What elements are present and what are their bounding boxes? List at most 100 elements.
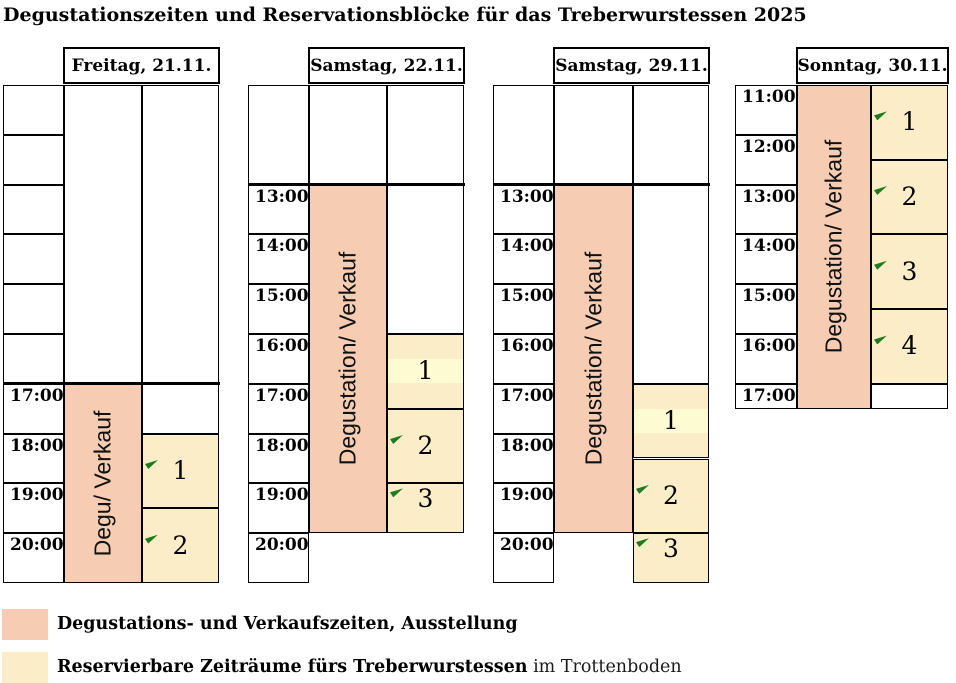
empty-reservation-slot — [871, 383, 948, 409]
time-cell: 15:00 — [248, 284, 309, 334]
flag-triangle-icon — [874, 111, 887, 121]
time-cell: 13:00 — [248, 184, 309, 235]
day-header-1: Samstag, 22.11. — [308, 47, 465, 84]
block-number: 3 — [901, 256, 918, 286]
time-label: 11:00 — [742, 87, 796, 107]
time-cell — [3, 134, 64, 185]
time-cell: 13:00 — [735, 184, 797, 235]
bold-hour-line — [3, 382, 220, 386]
tasting-block-label: Degustation/ Verkauf — [580, 252, 606, 466]
reservation-block: 2 — [142, 508, 219, 583]
reservation-block: 1 — [871, 85, 948, 160]
time-label: 18:00 — [10, 435, 64, 456]
time-cell: 15:00 — [493, 284, 554, 334]
flag-triangle-icon — [390, 435, 403, 445]
time-label: 16:00 — [255, 336, 309, 356]
reservation-block: 1 — [633, 383, 709, 459]
flag-triangle-icon — [145, 534, 158, 544]
reservation-block: 3 — [871, 234, 948, 310]
time-cell: 17:00 — [493, 383, 554, 434]
flag-triangle-icon — [874, 186, 887, 196]
time-label: 20:00 — [10, 535, 64, 556]
time-cell: 18:00 — [493, 433, 554, 484]
legend-tasting-label: Degustations- und Verkaufszeiten, Ausste… — [57, 614, 518, 634]
schedule-grid: Freitag, 21.11. 17:00 18:00 19:00 20:00 Degu/… — [3, 47, 949, 583]
time-label: 14:00 — [742, 236, 796, 257]
time-cell: 11:00 — [735, 85, 797, 135]
block-number: 2 — [663, 480, 679, 510]
time-label: 17:00 — [10, 385, 64, 406]
time-cell: 20:00 — [493, 533, 554, 583]
tasting-label-wrap: Degustation/ Verkauf — [310, 186, 386, 533]
reservation-block: 4 — [871, 309, 948, 384]
block-number: 1 — [901, 107, 918, 137]
flag-triangle-icon — [636, 484, 649, 494]
empty-area-tasting-col — [309, 85, 387, 185]
tasting-label-wrap: Degu/ Verkauf — [65, 385, 141, 582]
time-label: 18:00 — [255, 435, 309, 456]
empty-area-tasting-col — [554, 85, 633, 185]
block-number: 2 — [901, 182, 918, 212]
time-label: 15:00 — [500, 286, 554, 307]
time-cell: 18:00 — [3, 433, 64, 484]
block-number: 2 — [417, 431, 434, 461]
time-label: 17:00 — [500, 385, 554, 406]
time-cell — [493, 85, 554, 185]
time-cell — [3, 234, 64, 285]
block-number: 1 — [172, 455, 189, 485]
time-cell: 13:00 — [493, 184, 554, 235]
page-title: Degustationszeiten und Reservationsblöck… — [3, 4, 807, 26]
day-header-2: Samstag, 29.11. — [553, 47, 710, 84]
day-header-3: Sonntag, 30.11. — [796, 47, 949, 84]
time-label: 20:00 — [255, 535, 309, 556]
time-label: 12:00 — [742, 136, 796, 157]
time-label: 13:00 — [742, 186, 796, 207]
day-header-0: Freitag, 21.11. — [63, 47, 220, 84]
time-cell: 17:00 — [3, 383, 64, 434]
time-label: 19:00 — [500, 485, 554, 506]
flag-triangle-icon — [390, 488, 403, 498]
tasting-block: Degu/ Verkauf — [64, 383, 142, 583]
legend-row-reservation: Reservierbare Zeiträume fürs Treberwurst… — [2, 651, 682, 683]
legend-row-tasting: Degustations- und Verkaufszeiten, Ausste… — [2, 608, 518, 640]
time-cell: 16:00 — [248, 334, 309, 384]
time-label: 19:00 — [255, 485, 309, 506]
time-label: 17:00 — [255, 385, 309, 406]
time-cell: 15:00 — [735, 284, 797, 334]
empty-reservation-slot — [387, 184, 464, 334]
flag-triangle-icon — [874, 260, 887, 270]
empty-area-reservation-col — [142, 85, 219, 384]
empty-reservation-slot — [142, 383, 219, 434]
reservation-block: 3 — [633, 533, 709, 583]
flag-triangle-icon — [636, 538, 649, 548]
time-cell: 16:00 — [493, 334, 554, 384]
time-label: 13:00 — [255, 186, 309, 207]
legend-reservation-label-bold: Reservierbare Zeiträume fürs Treberwurst… — [57, 657, 528, 677]
block-number: 1 — [663, 406, 679, 436]
empty-area-tasting-col — [64, 85, 142, 384]
time-label: 20:00 — [500, 535, 554, 556]
bold-hour-line — [493, 183, 710, 187]
time-cell — [3, 85, 64, 135]
legend-reservation-label-normal: im Trottenboden — [527, 657, 682, 677]
reservation-block: 2 — [633, 458, 709, 534]
tasting-block-label: Degustation/ Verkauf — [820, 140, 847, 354]
reservation-block: 1 — [142, 433, 219, 509]
time-cell: 20:00 — [248, 533, 309, 583]
time-cell — [3, 284, 64, 334]
time-cell: 19:00 — [248, 483, 309, 534]
highlight-band — [634, 409, 708, 434]
time-cell: 14:00 — [735, 234, 797, 285]
tasting-block: Degustation/ Verkauf — [309, 184, 387, 534]
time-cell: 14:00 — [493, 234, 554, 285]
time-label: 19:00 — [10, 485, 64, 506]
tasting-label-wrap: Degustation/ Verkauf — [555, 186, 632, 533]
time-cell: 17:00 — [248, 383, 309, 434]
block-number: 1 — [417, 356, 434, 386]
empty-area-reservation-col — [387, 85, 464, 185]
bold-hour-line — [248, 183, 465, 187]
tasting-block-label: Degustation/ Verkauf — [334, 252, 361, 466]
block-number: 3 — [663, 534, 679, 564]
time-label: 18:00 — [500, 435, 554, 456]
